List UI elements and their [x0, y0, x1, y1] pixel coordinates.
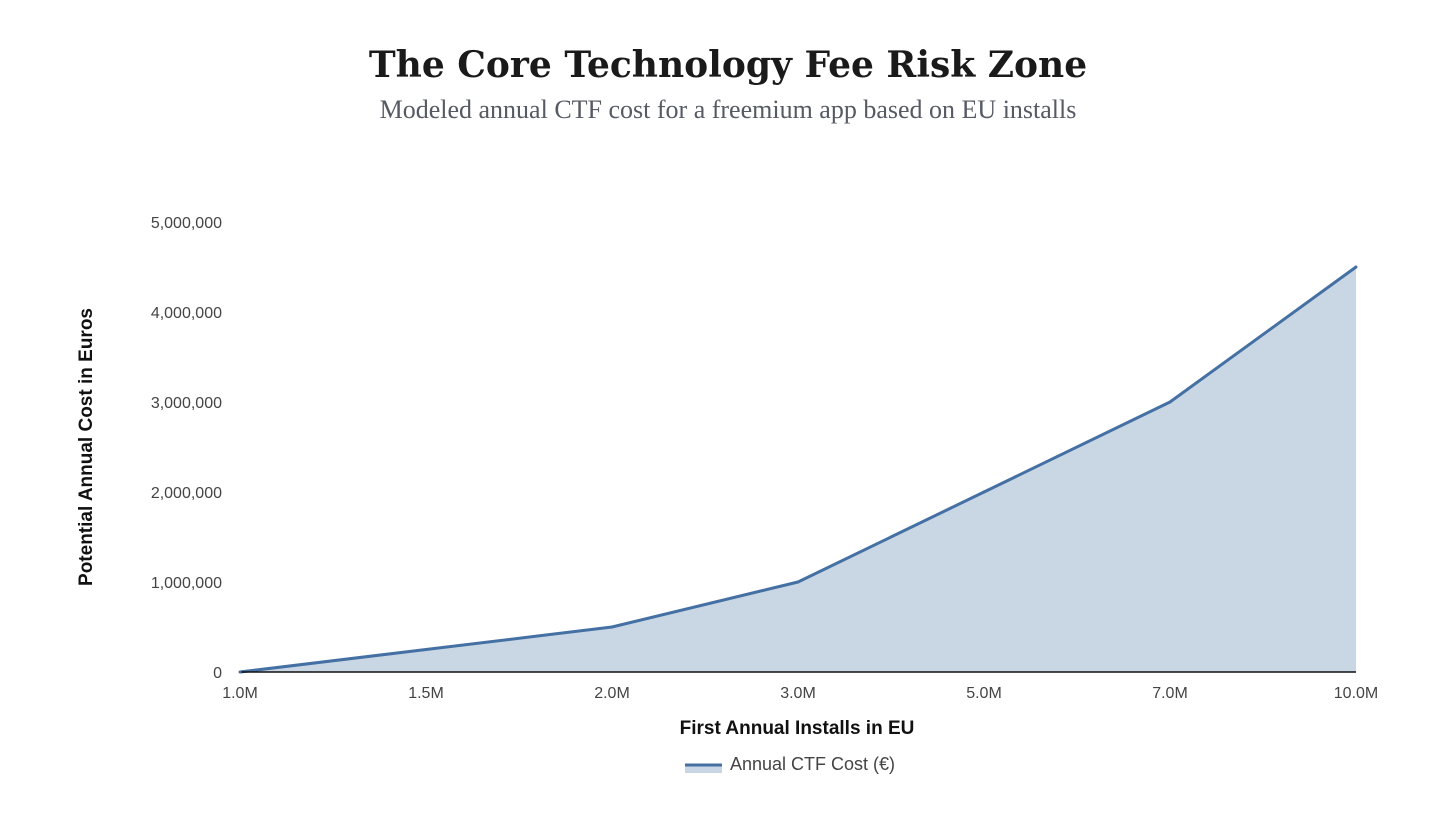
x-axis-title: First Annual Installs in EU [680, 718, 915, 739]
x-axis-ticks: 1.0M 1.5M 2.0M 3.0M 5.0M 7.0M 10.0M [222, 685, 1378, 702]
chart-subtitle: Modeled annual CTF cost for a freemium a… [379, 95, 1077, 124]
x-tick-label: 2.0M [594, 685, 630, 702]
x-tick-label: 7.0M [1152, 685, 1188, 702]
x-tick-label: 1.0M [222, 685, 258, 702]
area-fill [240, 267, 1356, 672]
legend-label: Annual CTF Cost (€) [730, 754, 895, 774]
data-point [1354, 265, 1358, 269]
y-tick-label: 2,000,000 [151, 485, 222, 502]
data-point [610, 625, 614, 629]
y-axis-ticks: 0 1,000,000 2,000,000 3,000,000 4,000,000 5,0… [151, 215, 222, 682]
data-point [238, 670, 242, 674]
legend: Annual CTF Cost (€) [685, 754, 895, 774]
x-tick-label: 5.0M [966, 685, 1002, 702]
y-tick-label: 1,000,000 [151, 575, 222, 592]
x-tick-label: 3.0M [780, 685, 816, 702]
data-point [1168, 400, 1172, 404]
x-tick-label: 1.5M [408, 685, 444, 702]
y-tick-label: 0 [213, 665, 222, 682]
y-axis-title: Potential Annual Cost in Euros [76, 308, 97, 586]
legend-swatch [685, 764, 722, 773]
y-tick-label: 5,000,000 [151, 215, 222, 232]
data-point [796, 580, 800, 584]
chart-title: The Core Technology Fee Risk Zone [368, 44, 1088, 86]
data-point [982, 490, 986, 494]
data-point [424, 648, 428, 651]
y-tick-label: 4,000,000 [151, 305, 222, 322]
y-tick-label: 3,000,000 [151, 395, 222, 412]
x-tick-label: 10.0M [1334, 685, 1378, 702]
